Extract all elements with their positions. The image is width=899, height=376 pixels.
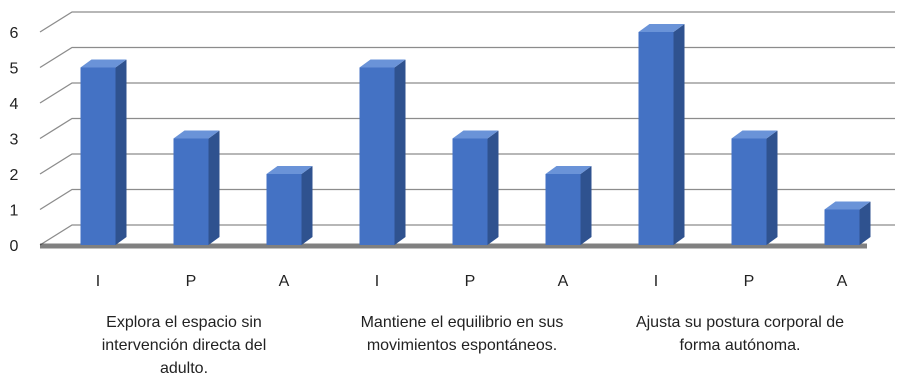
bar-front xyxy=(824,209,860,245)
y-tick-label: 4 xyxy=(10,96,19,113)
bar xyxy=(173,130,220,245)
bar-front xyxy=(173,138,209,245)
bar xyxy=(731,130,778,245)
bar-top xyxy=(824,201,871,210)
gridline xyxy=(39,46,895,69)
y-axis-ticks: 0 1 2 3 4 5 6 xyxy=(10,25,19,255)
x-category-label: I xyxy=(96,273,100,290)
bar-top xyxy=(266,166,313,174)
bar-side xyxy=(580,166,592,245)
y-tick-label: 5 xyxy=(10,61,19,78)
x-category-label: A xyxy=(837,273,848,290)
bar-front xyxy=(266,174,302,245)
gridline xyxy=(39,82,895,104)
gridline xyxy=(39,117,895,140)
x-category-label: A xyxy=(558,273,569,290)
bar-top xyxy=(173,130,220,139)
bar xyxy=(359,59,406,245)
bars xyxy=(80,24,871,245)
bar-side xyxy=(115,59,127,245)
bar xyxy=(452,130,499,245)
bar-side xyxy=(301,166,313,245)
gridline xyxy=(39,188,895,211)
gridline xyxy=(39,11,895,33)
bar xyxy=(824,201,871,245)
y-tick-label: 0 xyxy=(10,238,19,255)
x-group-label: Explora el espacio sin xyxy=(106,314,262,331)
gridline xyxy=(39,153,895,175)
y-tick-label: 2 xyxy=(10,167,19,184)
x-group-label: forma autónoma. xyxy=(680,337,801,354)
grid-lines xyxy=(39,11,895,249)
x-group-label: Mantiene el equilibrio en sus xyxy=(361,314,564,331)
bar-top xyxy=(359,59,406,68)
x-category-label: A xyxy=(279,273,290,290)
bar xyxy=(266,166,313,245)
bar-side xyxy=(394,59,406,245)
bar xyxy=(80,59,127,245)
bar-front xyxy=(638,32,674,245)
bar-side xyxy=(766,130,778,245)
x-category-label: I xyxy=(654,273,658,290)
x-category-label: I xyxy=(375,273,379,290)
bar-front xyxy=(359,67,395,245)
x-axis-groups: Explora el espacio sin intervención direc… xyxy=(102,314,844,376)
bar-side xyxy=(673,24,685,245)
bar-top xyxy=(638,24,685,32)
x-category-label: P xyxy=(465,273,476,290)
bar-front xyxy=(545,174,581,245)
x-category-label: P xyxy=(744,273,755,290)
bar-side xyxy=(487,130,499,245)
bar-top xyxy=(545,166,592,174)
bar-top xyxy=(731,130,778,139)
bar xyxy=(545,166,592,245)
bar-side xyxy=(208,130,220,245)
bar-side xyxy=(859,201,871,245)
bar-front xyxy=(80,67,116,245)
y-tick-label: 6 xyxy=(10,25,19,42)
x-group-label: movimientos espontáneos. xyxy=(367,337,557,354)
y-tick-label: 3 xyxy=(10,132,19,149)
x-group-label: adulto. xyxy=(160,360,208,376)
bar-front xyxy=(452,138,488,245)
bar-front xyxy=(731,138,767,245)
y-tick-label: 1 xyxy=(10,203,19,220)
x-group-label: intervención directa del xyxy=(102,337,267,354)
bar-top xyxy=(452,130,499,139)
bar xyxy=(638,24,685,245)
x-category-label: P xyxy=(186,273,197,290)
gridline xyxy=(39,224,895,246)
x-group-label: Ajusta su postura corporal de xyxy=(636,314,844,331)
bar-top xyxy=(80,59,127,68)
